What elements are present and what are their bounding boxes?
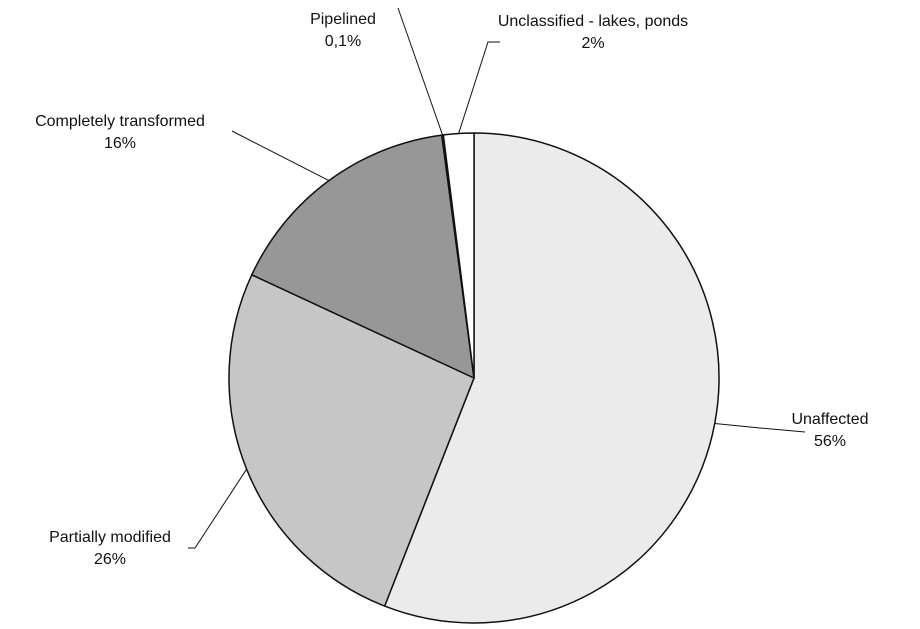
slice-label: Partially modified — [49, 529, 171, 546]
slice-value-label: 0,1% — [325, 33, 361, 50]
slice-value-label: 56% — [814, 433, 846, 450]
pie-slice — [383, 132, 720, 624]
slice-value-label: 16% — [104, 135, 136, 152]
slice-label: Unclassified - lakes, ponds — [498, 13, 688, 30]
pie-slice — [251, 134, 475, 379]
slice-value-label: 2% — [581, 35, 604, 52]
leader-line — [458, 41, 500, 134]
leader-line — [231, 130, 330, 182]
leader-line — [397, 7, 444, 136]
slice-label: Completely transformed — [35, 113, 205, 130]
slice-label: Pipelined — [310, 11, 376, 28]
slice-label: Unaffected — [791, 411, 868, 428]
leader-line — [188, 468, 248, 549]
pie-slice — [228, 274, 475, 607]
slice-value-label: 26% — [94, 551, 126, 568]
leader-line — [714, 422, 806, 433]
